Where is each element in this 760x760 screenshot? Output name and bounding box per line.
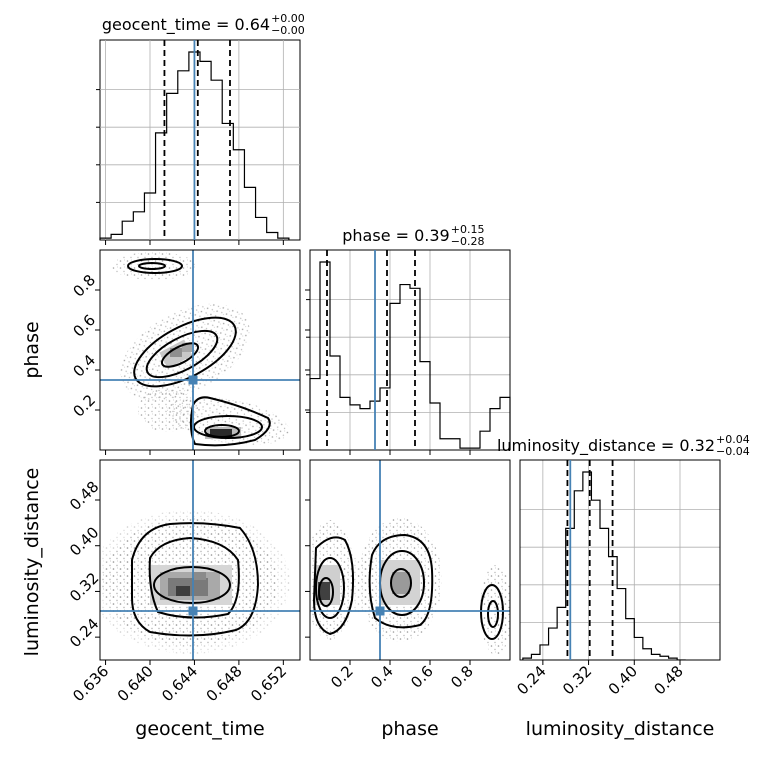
y-tick-label: 0.48 (66, 478, 102, 514)
panel-titles: geocent_time = 0.64 +0.00−0.00 phase = 0.3… (102, 12, 750, 458)
x-tick-label: 0.8 (447, 662, 477, 692)
title-luminosity-distance: luminosity_distance = 0.32 +0.04−0.04 (497, 433, 750, 458)
x-tick-label: 0.40 (605, 662, 641, 698)
title-minus: −0.04 (716, 445, 750, 458)
scatter-points (112, 252, 290, 446)
truth-lines (100, 250, 300, 450)
y-tick-label: 0.4 (69, 351, 99, 381)
hist-phase (306, 250, 511, 450)
xlabel-luminosity-distance: luminosity_distance (526, 718, 715, 740)
truth-lines (100, 460, 300, 660)
contours (131, 522, 260, 637)
xlabel-geocent-time: geocent_time (135, 718, 264, 740)
x-tick-label: 0.32 (559, 662, 595, 698)
frame-phase-vs-luminosity-distance (309, 459, 511, 661)
hist-geocent-time (96, 40, 300, 240)
title-main: phase = 0.39 (342, 226, 449, 245)
y-tick-label: 0.8 (69, 271, 99, 301)
panel-geocent-time-vs-phase (100, 250, 300, 450)
frame-geocent-time-vs-phase (99, 249, 301, 451)
x-tick-label: 0.24 (513, 662, 549, 698)
title-plus: +0.04 (716, 433, 750, 446)
x-tick-label: 0.652 (247, 662, 290, 705)
y-tick-label: 0.6 (69, 311, 99, 341)
x-tick-label: 0.640 (114, 662, 157, 705)
contours (127, 258, 271, 447)
x-tick-label: 0.648 (203, 662, 246, 705)
panel-phase-vs-luminosity-distance (310, 460, 510, 660)
xlabel-phase: phase (381, 718, 438, 740)
panel-geocent-time-hist (96, 39, 301, 241)
panel-phase-hist (306, 249, 511, 451)
grid-luminosity-distance-hist (520, 460, 720, 660)
density-hist2d (150, 565, 232, 605)
panel-luminosity-distance-hist (519, 459, 721, 661)
x-tick-label: 0.4 (367, 662, 397, 692)
frame-geocent-time-vs-luminosity-distance (99, 459, 301, 661)
x-tick-label: 0.48 (650, 662, 686, 698)
title-main: geocent_time = 0.64 (102, 15, 270, 35)
y-tick-label: 0.32 (66, 569, 102, 605)
y-tick-label: 0.24 (66, 615, 102, 651)
ylabel-luminosity-distance: luminosity_distance (21, 468, 43, 657)
title-minus: −0.00 (271, 24, 305, 37)
y-tick-label: 0.2 (69, 391, 99, 421)
title-phase: phase = 0.39 +0.15−0.28 (342, 223, 484, 248)
x-tick-label: 0.2 (327, 662, 357, 692)
title-minus: −0.28 (451, 235, 485, 248)
x-tick-label: 0.644 (158, 662, 201, 705)
title-plus: +0.00 (271, 12, 305, 25)
grid-phase-hist (310, 250, 510, 450)
hist-step-line (309, 261, 511, 450)
x-tick-label: 0.6 (407, 662, 437, 692)
hist-step-line (522, 471, 686, 660)
y-tick-label: 0.40 (66, 523, 102, 559)
ylabel-phase: phase (21, 321, 43, 378)
title-plus: +0.15 (451, 223, 485, 236)
truth-lines (310, 460, 510, 660)
x-tick-label: 0.636 (69, 662, 112, 705)
panel-geocent-time-vs-luminosity-distance (100, 460, 300, 660)
hist-luminosity-distance (522, 460, 686, 660)
title-geocent-time: geocent_time = 0.64 +0.00−0.00 (102, 12, 305, 37)
title-main: luminosity_distance = 0.32 (497, 436, 715, 456)
axis-labels: geocent_time phase luminosity_distancephas… (21, 321, 714, 740)
